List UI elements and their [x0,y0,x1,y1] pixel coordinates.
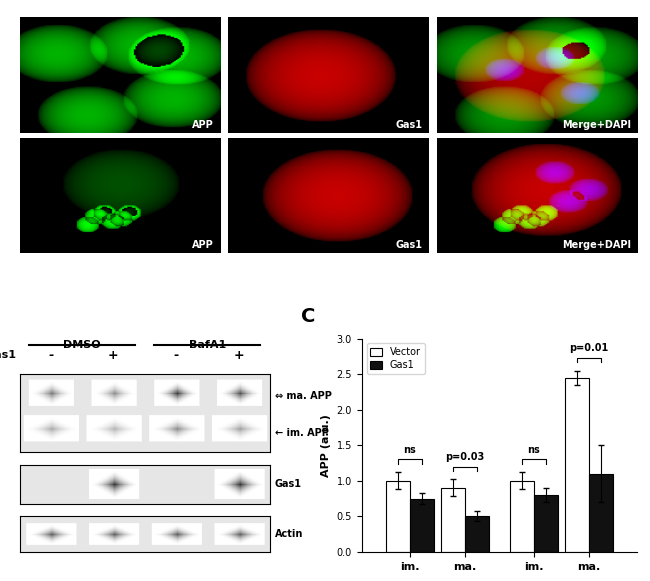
Text: APP: APP [192,240,214,250]
Text: +: + [108,349,119,361]
Text: +: + [233,349,244,361]
Text: ns: ns [404,444,416,454]
Text: Merge+DAPI: Merge+DAPI [562,120,631,130]
Bar [510,481,534,552]
Y-axis label: APP (a.u.): APP (a.u.) [321,414,331,476]
Text: ⇔ ma. APP: ⇔ ma. APP [275,391,332,401]
Text: Gas1: Gas1 [275,479,302,489]
Text: Gas1: Gas1 [395,240,422,250]
Text: -: - [174,349,179,361]
Bar [565,378,589,552]
Text: p=0.03: p=0.03 [445,451,485,462]
Legend: Vector, Gas1: Vector, Gas1 [367,343,425,374]
Text: APP: APP [192,120,214,130]
Bar [534,495,558,552]
Text: ← im. APP: ← im. APP [275,428,329,437]
Text: Merge+DAPI: Merge+DAPI [562,240,631,250]
Text: -: - [48,349,53,361]
Text: BafA1: BafA1 [188,340,226,350]
Text: C: C [301,307,315,325]
Text: Actin: Actin [275,529,303,539]
Text: Gas1: Gas1 [395,120,422,130]
Text: p=0.01: p=0.01 [569,343,608,353]
Bar [410,498,434,552]
Text: ns: ns [527,444,540,454]
Bar [465,517,489,552]
Bar [386,481,410,552]
Bar [441,488,465,552]
Text: Gas1: Gas1 [0,350,16,360]
Text: DMSO: DMSO [63,340,101,350]
Bar [589,474,613,552]
